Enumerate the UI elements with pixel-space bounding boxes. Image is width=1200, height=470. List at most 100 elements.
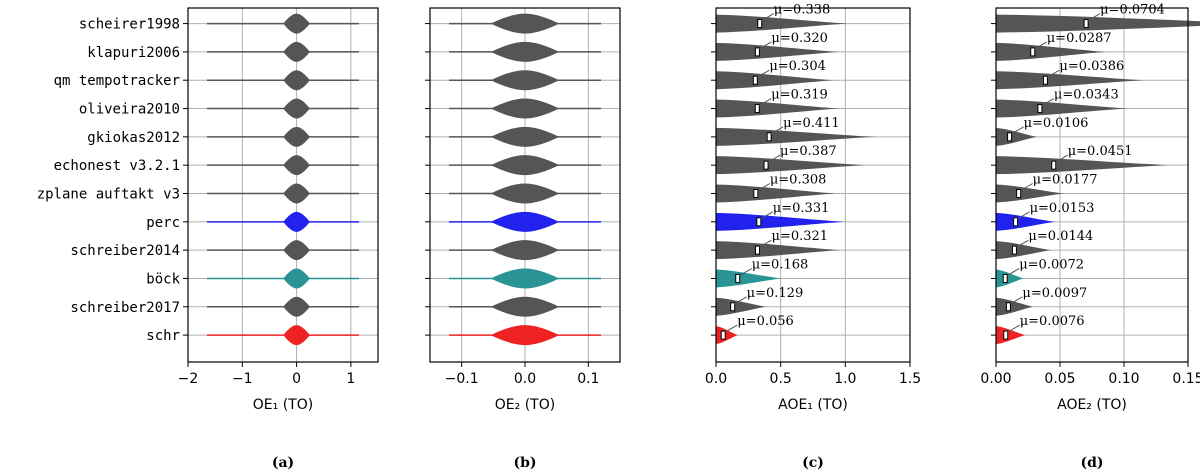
leader [761,13,774,22]
mean-label: μ=0.331 [773,201,830,216]
violin [996,241,1052,260]
violin [996,42,1107,61]
x-tick-label: 0 [292,371,301,387]
mean-label: μ=0.321 [772,229,829,244]
leader [759,239,772,248]
violin [996,71,1145,90]
mean-marker [766,132,772,142]
category-label: qm tempotracker [54,73,180,89]
mean-marker [757,19,763,29]
mean-marker [1030,47,1036,57]
x-tick-label: 0.05 [1044,371,1075,387]
mean-marker [735,273,741,283]
category-label: zplane auftakt v3 [37,186,180,202]
violin [283,126,310,147]
leader [757,183,771,191]
violin [996,184,1064,203]
leader [1006,268,1020,276]
x-tick-label: 0.0 [514,371,536,387]
axes-frame [429,7,621,363]
x-axis-label: OE₂ (TO) [495,397,555,413]
category-label: klapuri2006 [87,45,180,61]
leader [734,296,747,305]
mean-marker [753,188,759,198]
category-label: gkiokas2012 [87,130,180,146]
x-tick-label: −2 [178,371,199,387]
x-tick-label: 1 [346,371,355,387]
violin [716,42,841,61]
category-label: böck [146,271,180,287]
mean-label: μ=0.320 [771,31,828,46]
leader [759,98,772,106]
mean-label: μ=0.0386 [1059,59,1124,74]
leader [767,154,781,163]
mean-marker [730,302,736,312]
violin [716,71,834,90]
x-tick-label: −1 [232,371,253,387]
violin [490,41,560,62]
leader [1017,211,1030,220]
violin [716,127,876,146]
category-label: oliveira2010 [79,102,180,118]
violin [716,14,848,33]
mean-marker [1011,245,1017,255]
mean-marker [1037,104,1043,114]
violin [996,156,1170,175]
mean-label: μ=0.387 [780,144,837,159]
violin [283,211,310,232]
mean-marker [756,217,762,227]
leader [1055,154,1068,163]
mean-marker [763,160,769,170]
violin [490,296,560,317]
violin [490,268,560,289]
violin [283,155,310,176]
mean-label: μ=0.304 [769,59,826,74]
leader [1020,183,1033,191]
leader [1010,296,1023,305]
mean-marker [1042,75,1048,85]
mean-marker [1007,132,1013,142]
mean-marker [754,104,760,114]
leader [759,41,772,50]
leader [1087,13,1101,22]
leader [770,126,784,135]
leader [760,211,774,220]
violin [716,326,738,345]
mean-label: μ=0.0144 [1028,229,1093,244]
mean-label: μ=0.319 [771,88,828,103]
violin [716,156,867,175]
axes-frame [715,7,911,363]
mean-label: μ=0.338 [774,3,831,18]
leader [1041,98,1055,106]
mean-label: μ=0.0097 [1022,286,1087,301]
mean-label: μ=0.0343 [1054,88,1119,103]
x-tick-label: 1.0 [834,371,856,387]
category-label: echonest v3.2.1 [54,158,180,174]
x-tick-label: 0.10 [1108,371,1139,387]
axes-frame [995,7,1189,363]
leader [1034,41,1047,50]
mean-label: μ=0.0072 [1019,257,1084,272]
caption: (d) [1080,455,1103,470]
leader [757,69,770,78]
violin [283,70,310,91]
violin [716,269,782,288]
x-tick-label: 0.15 [1172,371,1200,387]
violin [283,98,310,119]
mean-label: μ=0.0177 [1033,172,1098,187]
caption: (b) [513,455,536,470]
violin [283,183,310,204]
violin [490,126,560,147]
mean-label: μ=0.0153 [1030,201,1095,216]
mean-label: μ=0.168 [752,257,809,272]
violin [283,325,310,346]
violin [490,240,560,261]
mean-marker [720,330,726,340]
violin [716,241,841,260]
category-label: schreiber2017 [70,300,180,316]
mean-marker [1016,188,1022,198]
leader [1016,239,1029,248]
x-tick-label: 0.1 [577,371,599,387]
x-tick-label: 0.00 [980,371,1011,387]
mean-marker [1013,217,1019,227]
